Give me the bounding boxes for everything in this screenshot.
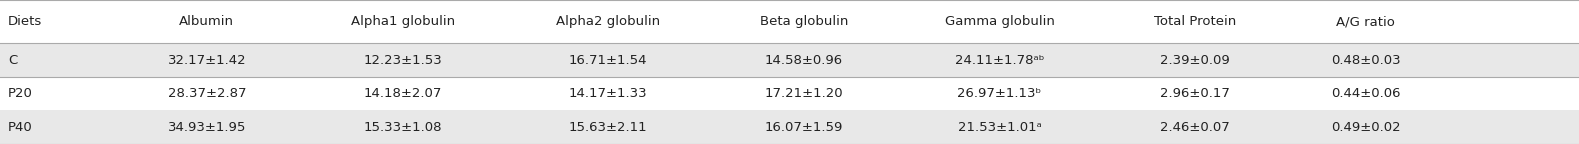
Text: 16.71±1.54: 16.71±1.54 — [568, 54, 647, 67]
Text: 12.23±1.53: 12.23±1.53 — [363, 54, 442, 67]
Bar — [0, 77, 1579, 110]
Text: 2.39±0.09: 2.39±0.09 — [1161, 54, 1230, 67]
Text: Alpha1 globulin: Alpha1 globulin — [351, 15, 455, 28]
Text: 15.63±2.11: 15.63±2.11 — [568, 121, 647, 134]
Text: 0.48±0.03: 0.48±0.03 — [1331, 54, 1401, 67]
Text: Diets: Diets — [8, 15, 43, 28]
Text: P20: P20 — [8, 87, 33, 100]
Text: 32.17±1.42: 32.17±1.42 — [167, 54, 246, 67]
Text: 2.96±0.17: 2.96±0.17 — [1161, 87, 1230, 100]
Text: C: C — [8, 54, 17, 67]
Text: 17.21±1.20: 17.21±1.20 — [764, 87, 843, 100]
Text: Albumin: Albumin — [180, 15, 234, 28]
Bar — [0, 0, 1579, 43]
Text: 26.97±1.13ᵇ: 26.97±1.13ᵇ — [957, 87, 1042, 100]
Text: P40: P40 — [8, 121, 33, 134]
Text: A/G ratio: A/G ratio — [1336, 15, 1396, 28]
Text: 0.44±0.06: 0.44±0.06 — [1331, 87, 1401, 100]
Bar — [0, 110, 1579, 144]
Text: Alpha2 globulin: Alpha2 globulin — [556, 15, 660, 28]
Text: Beta globulin: Beta globulin — [759, 15, 848, 28]
Text: 14.17±1.33: 14.17±1.33 — [568, 87, 647, 100]
Text: Total Protein: Total Protein — [1154, 15, 1236, 28]
Text: Gamma globulin: Gamma globulin — [944, 15, 1055, 28]
Text: 16.07±1.59: 16.07±1.59 — [764, 121, 843, 134]
Text: 15.33±1.08: 15.33±1.08 — [363, 121, 442, 134]
Text: 14.18±2.07: 14.18±2.07 — [363, 87, 442, 100]
Text: 0.49±0.02: 0.49±0.02 — [1331, 121, 1401, 134]
Text: 2.46±0.07: 2.46±0.07 — [1161, 121, 1230, 134]
Text: 28.37±2.87: 28.37±2.87 — [167, 87, 246, 100]
Bar — [0, 43, 1579, 77]
Text: 34.93±1.95: 34.93±1.95 — [167, 121, 246, 134]
Text: 24.11±1.78ᵃᵇ: 24.11±1.78ᵃᵇ — [955, 54, 1044, 67]
Text: 14.58±0.96: 14.58±0.96 — [764, 54, 843, 67]
Text: 21.53±1.01ᵃ: 21.53±1.01ᵃ — [957, 121, 1042, 134]
